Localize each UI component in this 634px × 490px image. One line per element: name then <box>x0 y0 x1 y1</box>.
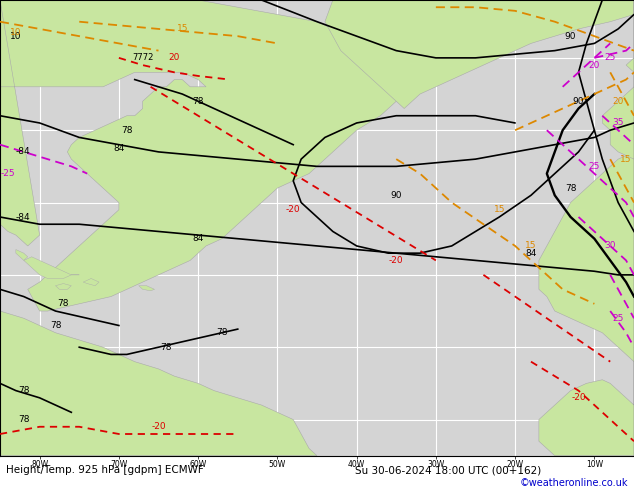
Polygon shape <box>83 278 99 286</box>
Text: 84: 84 <box>113 144 124 153</box>
Text: 10: 10 <box>10 28 22 37</box>
Text: 78: 78 <box>18 415 30 424</box>
Polygon shape <box>139 286 155 291</box>
Text: 30: 30 <box>604 242 616 250</box>
Text: 15: 15 <box>525 242 537 250</box>
Text: 78: 78 <box>49 321 61 330</box>
Text: 78: 78 <box>216 328 228 337</box>
Text: -20: -20 <box>571 393 586 402</box>
Polygon shape <box>0 311 317 456</box>
Text: 35: 35 <box>612 119 624 127</box>
Text: 15: 15 <box>620 155 632 164</box>
Text: 84: 84 <box>526 248 536 258</box>
Text: 84: 84 <box>193 234 204 243</box>
Text: 20: 20 <box>589 61 600 70</box>
Text: 78: 78 <box>18 386 30 395</box>
Text: 78: 78 <box>121 126 133 135</box>
Text: -84: -84 <box>16 213 30 221</box>
Text: 90: 90 <box>565 32 576 41</box>
Polygon shape <box>325 0 634 108</box>
Text: Su 30-06-2024 18:00 UTC (00+162): Su 30-06-2024 18:00 UTC (00+162) <box>355 466 541 475</box>
Text: 90: 90 <box>573 97 585 106</box>
Text: -25: -25 <box>1 169 15 178</box>
Polygon shape <box>602 0 634 159</box>
Polygon shape <box>23 257 79 278</box>
Text: -20: -20 <box>151 422 166 431</box>
Text: -84: -84 <box>16 147 30 156</box>
Text: 25: 25 <box>589 162 600 171</box>
Text: -20: -20 <box>286 205 301 214</box>
Text: 7772: 7772 <box>132 53 153 62</box>
Text: 90: 90 <box>391 191 402 200</box>
Text: Height/Temp. 925 hPa [gdpm] ECMWF: Height/Temp. 925 hPa [gdpm] ECMWF <box>6 466 204 475</box>
Text: -20: -20 <box>389 256 404 265</box>
Polygon shape <box>16 249 28 260</box>
Polygon shape <box>539 152 634 456</box>
Text: 78: 78 <box>565 184 576 193</box>
Text: 78: 78 <box>192 97 204 106</box>
Polygon shape <box>0 0 404 311</box>
Text: 20: 20 <box>612 97 624 106</box>
Text: 15: 15 <box>176 24 188 33</box>
Text: 10: 10 <box>10 32 22 41</box>
Text: 20: 20 <box>169 53 180 62</box>
Polygon shape <box>55 284 71 289</box>
Text: 15: 15 <box>493 205 505 214</box>
Text: 78: 78 <box>160 343 172 352</box>
Text: 25: 25 <box>612 314 624 323</box>
Text: 25: 25 <box>605 53 616 62</box>
Text: ©weatheronline.co.uk: ©weatheronline.co.uk <box>519 478 628 488</box>
Text: 78: 78 <box>58 299 69 308</box>
